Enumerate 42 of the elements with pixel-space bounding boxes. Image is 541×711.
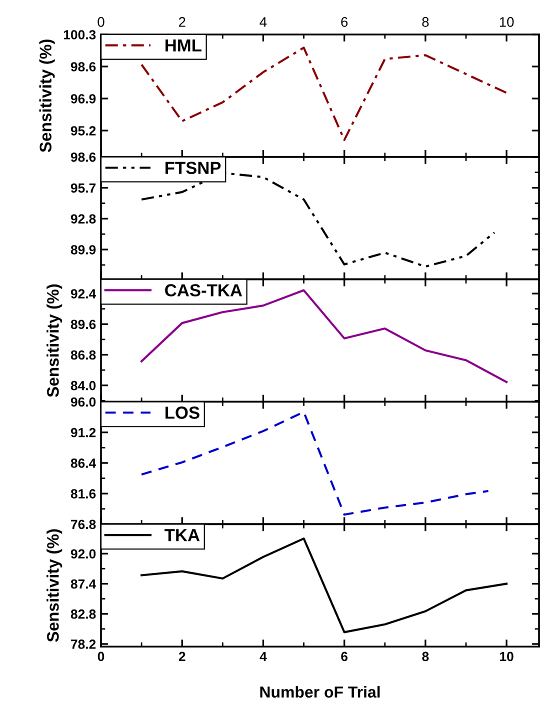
y-tick-label: 82.8 [70,609,96,619]
y-axis-title: Sensitivity (%) [46,529,62,642]
y-tick-label: 92.8 [70,214,96,224]
x2-tick-label: 2 [178,17,186,27]
y-tick-label: 95.7 [70,183,96,193]
legend-label: HML [166,39,202,52]
y-tick-label: 86.8 [70,350,96,360]
x2-tick-label: 0 [98,17,104,27]
x2-tick-label: 8 [422,17,429,27]
x-tick-label: 8 [422,652,429,662]
y-tick-label: 91.2 [70,428,96,438]
x2-tick-label: 6 [341,17,348,27]
y-axis-title: Sensitivity (%) [39,40,55,152]
y-tick-label: 96.9 [70,94,96,104]
y-tick-label: 89.6 [70,320,96,330]
x2-tick-label: 4 [260,17,267,27]
legend-label: TKA [164,529,200,542]
y-tick-label: 92.0 [70,549,96,559]
y-tick-label: 98.6 [70,152,96,162]
y-tick-label: 76.8 [71,520,96,530]
x-tick-label: 2 [178,652,186,662]
y-tick-label: 84.0 [70,380,96,390]
y-tick-label: 92.4 [70,289,96,298]
y-tick-label: 78.2 [71,640,96,649]
x-axis-title: Number oF Trial [260,686,380,698]
x2-tick-label: 10 [500,17,514,27]
y-tick-label: 96.0 [70,397,96,407]
x-tick-label: 6 [341,652,348,662]
legend-label: CAS-TKA [165,284,242,296]
y-tick-label: 98.6 [70,62,96,72]
y-axis-title: Sensitivity (%) [46,284,62,398]
y-tick-label: 86.4 [70,458,96,468]
y-tick-label: 100.3 [64,30,96,40]
y-tick-label: 87.4 [70,579,96,589]
legend-label: LOS [166,406,200,419]
x-tick-label: 4 [260,652,267,662]
y-tick-label: 81.6 [70,489,96,498]
y-tick-label: 95.2 [70,126,96,136]
x-tick-label: 0 [98,652,104,662]
legend-label: FTSNP [166,162,221,174]
y-tick-label: 89.9 [70,245,96,254]
x-tick-label: 10 [500,652,514,662]
